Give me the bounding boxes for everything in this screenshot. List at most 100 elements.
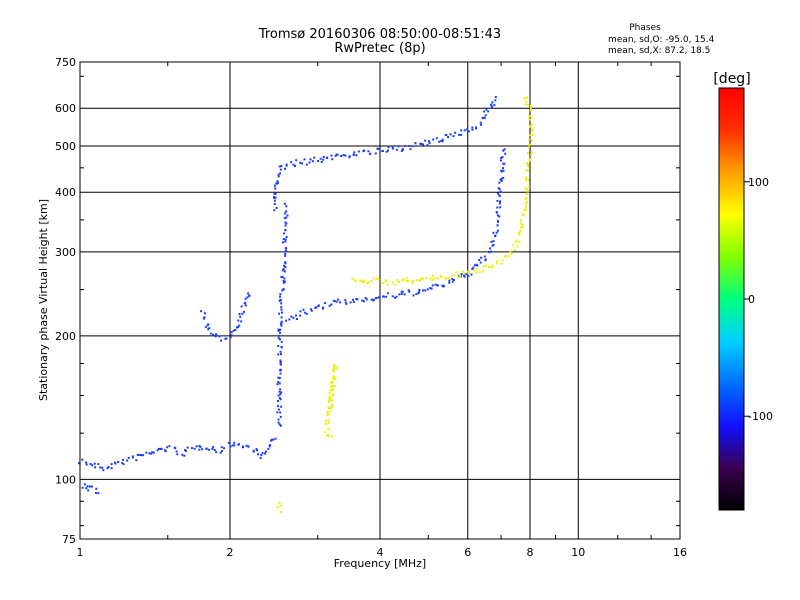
y-axis-label: Stationary phase Virtual Height [km] [37,199,50,401]
data-point [363,149,366,152]
data-point [279,398,282,401]
data-point [352,300,355,303]
data-point [315,306,318,309]
data-point [415,293,418,295]
data-point [212,333,215,336]
data-point [280,324,283,327]
data-point [280,302,283,305]
data-point [458,133,461,136]
x-tick-label: 1 [77,546,84,559]
data-point [91,464,94,467]
data-point [524,187,527,190]
data-point [332,370,335,373]
data-point [412,294,415,297]
data-point [426,144,429,147]
data-point [279,338,281,341]
data-point [81,486,84,489]
data-point [408,290,411,293]
data-point [126,459,129,462]
data-point [528,134,531,137]
data-point [377,278,380,281]
data-point [362,300,365,303]
data-point [174,447,177,450]
data-point [279,350,282,353]
data-point [283,270,286,273]
data-point [195,445,198,448]
data-point [411,282,414,285]
data-point [284,229,287,232]
data-point [491,266,494,269]
data-point [385,295,388,298]
data-point [411,145,414,148]
data-point [244,304,247,307]
data-point [309,158,312,161]
data-point [441,138,444,141]
colorbar-label: [deg] [713,71,750,87]
colorbar-tick-label: 0 [748,293,755,306]
data-point [382,282,385,284]
data-point [273,209,276,212]
data-point [284,247,287,250]
data-point [280,306,283,309]
data-point [501,156,504,159]
data-point [496,219,499,222]
data-point [531,133,534,136]
data-point [320,161,323,163]
data-point [524,103,527,106]
data-point [336,153,339,156]
data-point [400,293,403,295]
data-point [284,261,287,264]
data-point [328,391,331,394]
y-tick-label: 400 [55,186,76,199]
data-point [402,148,404,151]
data-point [521,213,524,216]
series-o [78,96,507,495]
data-point [285,210,288,213]
data-point [492,243,495,246]
data-point [522,213,525,216]
data-point [240,305,243,308]
data-point [294,165,296,167]
data-point [490,103,493,106]
data-point [509,250,512,253]
data-point [110,467,113,470]
data-point [247,292,250,295]
data-point [495,211,498,214]
data-point [117,461,120,463]
data-point [284,262,287,265]
data-point [376,277,379,280]
data-point [435,137,438,140]
data-point [277,405,279,408]
data-point [248,294,251,297]
data-point [485,264,488,267]
data-point [331,158,334,161]
data-point [207,448,210,451]
data-point [528,138,531,141]
data-point [434,277,437,280]
data-point [283,232,286,235]
data-point [496,214,499,217]
data-point [281,269,284,272]
data-point [94,466,97,469]
data-point [328,304,331,307]
data-point [113,461,116,464]
data-point [418,288,421,291]
data-point [408,145,411,148]
data-point [150,452,153,455]
x-axis-label: Frequency [MHz] [334,557,426,570]
data-point [246,296,249,299]
data-point [175,450,178,453]
chart-title: Tromsø 20160306 08:50:00-08:51:43 [258,27,501,42]
data-point [394,296,396,299]
data-point [448,281,451,284]
data-point [438,140,441,143]
data-point [279,295,281,298]
data-point [274,192,277,195]
data-point [295,159,298,162]
data-point [394,284,397,287]
data-point [467,272,470,275]
data-point [280,346,283,349]
data-point [272,438,275,441]
data-point [296,318,298,320]
x-tick-label: 16 [673,546,687,559]
